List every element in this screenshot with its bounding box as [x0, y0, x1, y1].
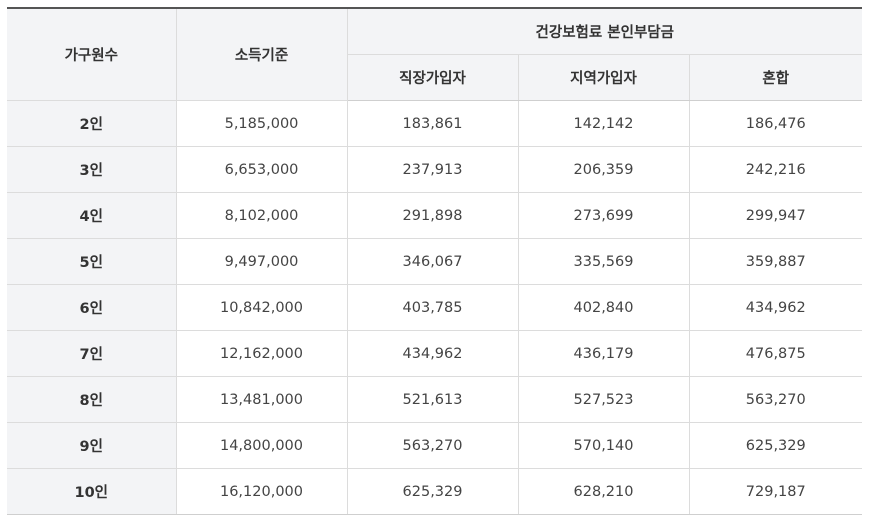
header-household: 가구원수 — [7, 7, 177, 101]
table-row: 10인 16,120,000 625,329 628,210 729,187 — [7, 468, 863, 515]
header-mixed: 혼합 — [688, 54, 863, 101]
cell-workplace: 237,913 — [346, 146, 519, 193]
cell-income: 9,497,000 — [175, 238, 348, 285]
table-row: 5인 9,497,000 346,067 335,569 359,887 — [7, 238, 863, 285]
cell-income: 6,653,000 — [175, 146, 348, 193]
cell-household: 9인 — [7, 422, 177, 469]
cell-household: 7인 — [7, 330, 177, 377]
cell-income: 12,162,000 — [175, 330, 348, 377]
cell-mixed: 242,216 — [688, 146, 863, 193]
cell-workplace: 625,329 — [346, 468, 519, 515]
cell-household: 5인 — [7, 238, 177, 285]
header-regional: 지역가입자 — [517, 54, 690, 101]
cell-household: 2인 — [7, 100, 177, 147]
table-row: 3인 6,653,000 237,913 206,359 242,216 — [7, 146, 863, 193]
cell-regional: 335,569 — [517, 238, 690, 285]
cell-income: 10,842,000 — [175, 284, 348, 331]
cell-income: 16,120,000 — [175, 468, 348, 515]
table-row: 9인 14,800,000 563,270 570,140 625,329 — [7, 422, 863, 469]
cell-regional: 527,523 — [517, 376, 690, 423]
cell-household: 8인 — [7, 376, 177, 423]
header-row-top: 가구원수 소득기준 건강보험료 본인부담금 — [7, 7, 863, 101]
cell-mixed: 729,187 — [688, 468, 863, 515]
cell-workplace: 563,270 — [346, 422, 519, 469]
table-container: 가구원수 소득기준 건강보험료 본인부담금 직장가입자 지역가입자 혼합 2인 … — [7, 7, 863, 515]
cell-household: 10인 — [7, 468, 177, 515]
cell-regional: 436,179 — [517, 330, 690, 377]
cell-workplace: 521,613 — [346, 376, 519, 423]
cell-regional: 570,140 — [517, 422, 690, 469]
cell-regional: 142,142 — [517, 100, 690, 147]
cell-income: 14,800,000 — [175, 422, 348, 469]
cell-mixed: 476,875 — [688, 330, 863, 377]
table-row: 4인 8,102,000 291,898 273,699 299,947 — [7, 192, 863, 239]
cell-regional: 628,210 — [517, 468, 690, 515]
table-row: 6인 10,842,000 403,785 402,840 434,962 — [7, 284, 863, 331]
cell-household: 6인 — [7, 284, 177, 331]
cell-workplace: 434,962 — [346, 330, 519, 377]
table-row: 8인 13,481,000 521,613 527,523 563,270 — [7, 376, 863, 423]
cell-workplace: 291,898 — [346, 192, 519, 239]
cell-mixed: 186,476 — [688, 100, 863, 147]
cell-workplace: 346,067 — [346, 238, 519, 285]
header-workplace: 직장가입자 — [347, 54, 519, 101]
cell-income: 13,481,000 — [175, 376, 348, 423]
table-body: 2인 5,185,000 183,861 142,142 186,476 3인 … — [7, 100, 863, 515]
cell-regional: 206,359 — [517, 146, 690, 193]
cell-mixed: 359,887 — [688, 238, 863, 285]
cell-household: 4인 — [7, 192, 177, 239]
cell-income: 5,185,000 — [175, 100, 348, 147]
cell-workplace: 403,785 — [346, 284, 519, 331]
cell-mixed: 563,270 — [688, 376, 863, 423]
cell-mixed: 434,962 — [688, 284, 863, 331]
header-income: 소득기준 — [175, 7, 348, 101]
income-premium-table: 가구원수 소득기준 건강보험료 본인부담금 직장가입자 지역가입자 혼합 2인 … — [7, 7, 863, 515]
cell-income: 8,102,000 — [175, 192, 348, 239]
table-row: 7인 12,162,000 434,962 436,179 476,875 — [7, 330, 863, 377]
header-premium-group: 건강보험료 본인부담금 — [346, 7, 863, 55]
cell-regional: 273,699 — [517, 192, 690, 239]
cell-mixed: 299,947 — [688, 192, 863, 239]
cell-regional: 402,840 — [517, 284, 690, 331]
cell-household: 3인 — [7, 146, 177, 193]
cell-workplace: 183,861 — [346, 100, 519, 147]
table-header: 가구원수 소득기준 건강보험료 본인부담금 직장가입자 지역가입자 혼합 — [7, 7, 863, 101]
cell-mixed: 625,329 — [688, 422, 863, 469]
table-row: 2인 5,185,000 183,861 142,142 186,476 — [7, 100, 863, 147]
